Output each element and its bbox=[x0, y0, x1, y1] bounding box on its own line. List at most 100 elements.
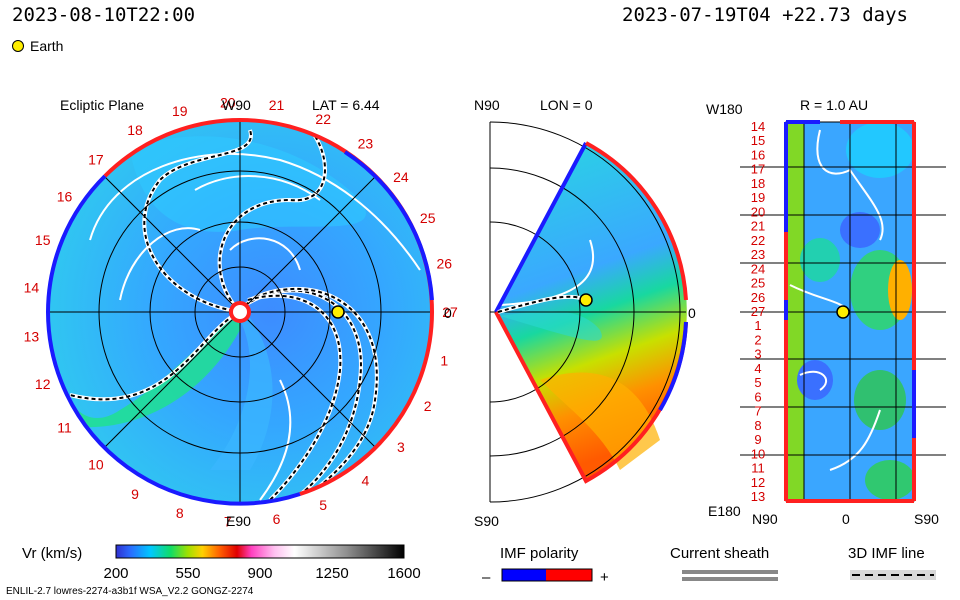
sphere-y-tick-label: 19 bbox=[751, 190, 765, 205]
carrington-tick-label: 23 bbox=[358, 136, 374, 152]
stream-region bbox=[130, 136, 366, 232]
meridional-bottom-label: S90 bbox=[474, 513, 499, 529]
colorbar-tick-label: 550 bbox=[175, 565, 200, 582]
sphere-y-tick-labels: 1415161718192021222324252627123456789101… bbox=[751, 119, 765, 504]
carrington-tick-label: 26 bbox=[437, 256, 453, 272]
imf-polarity-title: IMF polarity bbox=[500, 545, 579, 562]
sphere-y-tick-label: 8 bbox=[754, 418, 761, 433]
sphere-r-label: R = 1.0 AU bbox=[800, 97, 868, 113]
meridional-plane-panel: N90 LON = 0 S90 0 bbox=[474, 97, 696, 529]
sphere-y-tick-label: 20 bbox=[751, 204, 765, 219]
imf-plus-label: + bbox=[600, 569, 609, 586]
sphere-y-tick-label: 6 bbox=[754, 389, 761, 404]
colorbar-tick-label: 1250 bbox=[315, 565, 348, 582]
imf-minus-label: – bbox=[482, 569, 491, 586]
sphere-y-tick-label: 14 bbox=[751, 119, 765, 134]
carrington-tick-label: 27 bbox=[442, 304, 458, 320]
sphere-y-tick-label: 3 bbox=[754, 347, 761, 362]
meridional-right-label: 0 bbox=[688, 305, 696, 321]
boundary-negative-arc bbox=[46, 174, 107, 313]
earth-marker bbox=[836, 305, 850, 319]
sphere-y-tick-label: 12 bbox=[751, 475, 765, 490]
earth-legend-icon bbox=[12, 40, 24, 52]
sphere-y-tick-label: 15 bbox=[751, 133, 765, 148]
sphere-y-tick-label: 26 bbox=[751, 290, 765, 305]
carrington-tick-label: 24 bbox=[393, 169, 409, 185]
sphere-x-label-left: N90 bbox=[752, 511, 778, 527]
sphere-y-tick-label: 1 bbox=[754, 318, 761, 333]
sphere-y-tick-label: 21 bbox=[751, 219, 765, 234]
carrington-tick-label: 7 bbox=[224, 514, 232, 530]
imf-lines bbox=[69, 120, 379, 502]
carrington-tick-label: 11 bbox=[57, 419, 72, 435]
sphere-y-tick-label: 18 bbox=[751, 176, 765, 191]
carrington-tick-label: 10 bbox=[88, 457, 104, 473]
sphere-y-tick-label: 23 bbox=[751, 247, 765, 262]
stream-region bbox=[500, 311, 602, 341]
earth-marker bbox=[579, 293, 593, 307]
carrington-tick-label: 1 bbox=[440, 352, 448, 368]
model-id-footer: ENLIL-2.7 lowres-2274-a3b1f WSA_V2.2 GON… bbox=[6, 586, 254, 597]
valid-time: 2023-08-10T22:00 bbox=[12, 4, 196, 26]
imf-line-legend: 3D IMF line bbox=[848, 545, 936, 580]
carrington-tick-label: 14 bbox=[24, 280, 40, 296]
wedge-edge-positive bbox=[585, 141, 688, 301]
imf-line-title: 3D IMF line bbox=[848, 545, 925, 562]
sphere-map-panel: 1415161718192021222324252627123456789101… bbox=[706, 97, 946, 527]
ecliptic-lat-label: LAT = 6.44 bbox=[312, 97, 380, 113]
sphere-y-tick-label: 16 bbox=[751, 148, 765, 163]
wedge-edge-negative bbox=[494, 142, 588, 313]
colorbar-tick-label: 900 bbox=[247, 565, 272, 582]
sphere-x-label-mid: 0 bbox=[842, 511, 850, 527]
carrington-tick-label: 25 bbox=[420, 210, 436, 226]
carrington-tick-label: 6 bbox=[273, 511, 281, 527]
colorbar-tick-labels: 200 550 900 1250 1600 bbox=[103, 565, 420, 582]
imf-positive-swatch bbox=[546, 569, 592, 581]
sphere-y-tick-label: 11 bbox=[751, 461, 765, 476]
carrington-tick-label: 9 bbox=[131, 486, 139, 502]
earth-legend-label: Earth bbox=[30, 38, 64, 54]
sphere-x-label-right: S90 bbox=[914, 511, 939, 527]
carrington-tick-label: 12 bbox=[35, 376, 51, 392]
sphere-y-tick-label: 10 bbox=[751, 446, 765, 461]
contour-line bbox=[194, 175, 321, 201]
carrington-tick-label: 20 bbox=[220, 94, 236, 110]
sphere-y-tick-label: 9 bbox=[754, 432, 761, 447]
ecliptic-right-label: 0 bbox=[444, 305, 452, 321]
sphere-y-tick-label: 4 bbox=[754, 361, 761, 376]
meridional-grid bbox=[489, 121, 686, 503]
ecliptic-title: Ecliptic Plane bbox=[60, 97, 144, 113]
current-sheath-title: Current sheath bbox=[670, 545, 769, 562]
wedge-edge-negative bbox=[658, 321, 688, 412]
boundary-negative-arc bbox=[46, 311, 301, 506]
boundary-negative-arc bbox=[343, 150, 434, 301]
carrington-tick-label: 2 bbox=[424, 398, 432, 414]
carrington-tick-label: 3 bbox=[397, 439, 405, 455]
sphere-y-tick-label: 5 bbox=[754, 375, 761, 390]
carrington-tick-label: 4 bbox=[362, 472, 370, 488]
boundary-positive-arc bbox=[103, 118, 241, 178]
carrington-tick-label: 18 bbox=[127, 122, 143, 138]
colorbar-tick-label: 1600 bbox=[387, 565, 420, 582]
contour-line bbox=[119, 227, 201, 301]
colorbar-tick-label: 200 bbox=[103, 565, 128, 582]
carrington-tick-label: 16 bbox=[57, 189, 73, 205]
sphere-y-tick-label: 2 bbox=[754, 333, 761, 348]
sphere-y-tick-label: 25 bbox=[751, 276, 765, 291]
current-sheath-legend: Current sheath bbox=[670, 545, 778, 581]
run-time: 2023-07-19T04 +22.73 days bbox=[622, 4, 908, 26]
carrington-tick-label: 17 bbox=[88, 151, 104, 167]
imf-polarity-legend: IMF polarity – + bbox=[482, 545, 609, 586]
contour-line bbox=[259, 379, 292, 501]
colorbar-gradient bbox=[115, 544, 405, 559]
carrington-tick-label: 21 bbox=[269, 97, 285, 113]
sphere-y-tick-label: 17 bbox=[751, 162, 765, 177]
meridional-top-label: N90 bbox=[474, 97, 500, 113]
contour-line bbox=[229, 237, 301, 271]
ecliptic-top-label: W90 bbox=[222, 97, 251, 113]
carrington-tick-label: 15 bbox=[35, 232, 51, 248]
sphere-y-tick-label: 24 bbox=[751, 261, 765, 276]
